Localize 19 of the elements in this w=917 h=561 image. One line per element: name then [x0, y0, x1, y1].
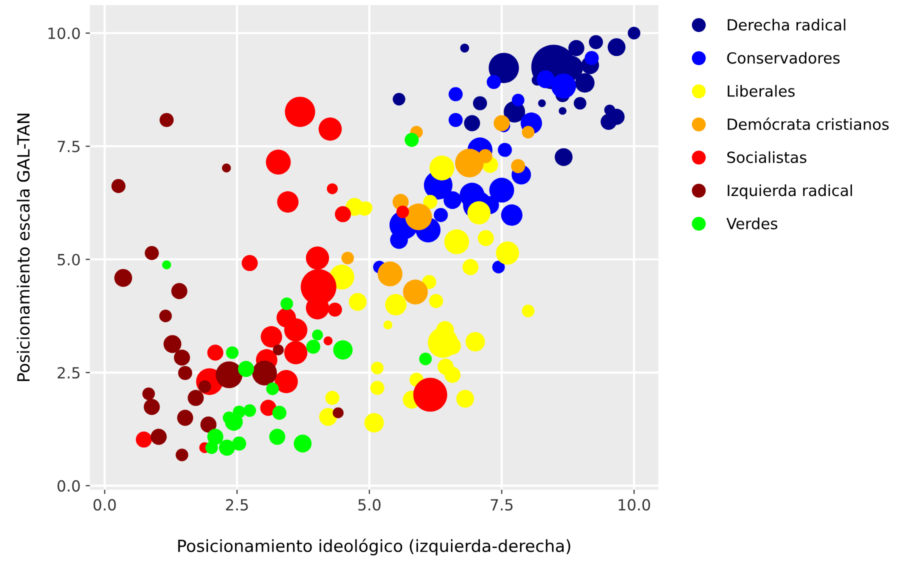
- y-tick-label: 0.0: [58, 480, 80, 492]
- x-tick-label: 2.5: [226, 499, 248, 511]
- x-tick-label: 10.0: [618, 499, 650, 511]
- x-tick-label: 5.0: [358, 499, 381, 511]
- legend-label: Verdes: [726, 218, 778, 230]
- x-tick-label: 0.0: [94, 499, 116, 511]
- y-tick-label: 2.5: [58, 367, 80, 379]
- y-tick-label: 7.5: [58, 140, 80, 152]
- y-tick-label: 5.0: [58, 254, 80, 266]
- legend-label: Liberales: [728, 85, 795, 97]
- legend-label: Izquierda radical: [728, 184, 852, 200]
- x-tick-label: 7.5: [490, 499, 513, 511]
- legend-label: Socialistas: [727, 151, 806, 164]
- legend-label: Derecha radical: [728, 18, 846, 31]
- x-axis-title: Posicionamiento ideológico (izquierda-derecha): [178, 538, 570, 556]
- y-tick-label: 10.0: [48, 28, 80, 40]
- legend-label: Conservadores: [727, 52, 840, 64]
- y-axis-title: Posicionamiento escala GAL-TAN: [16, 114, 30, 381]
- legend-label: Demócrata cristianos: [728, 118, 889, 130]
